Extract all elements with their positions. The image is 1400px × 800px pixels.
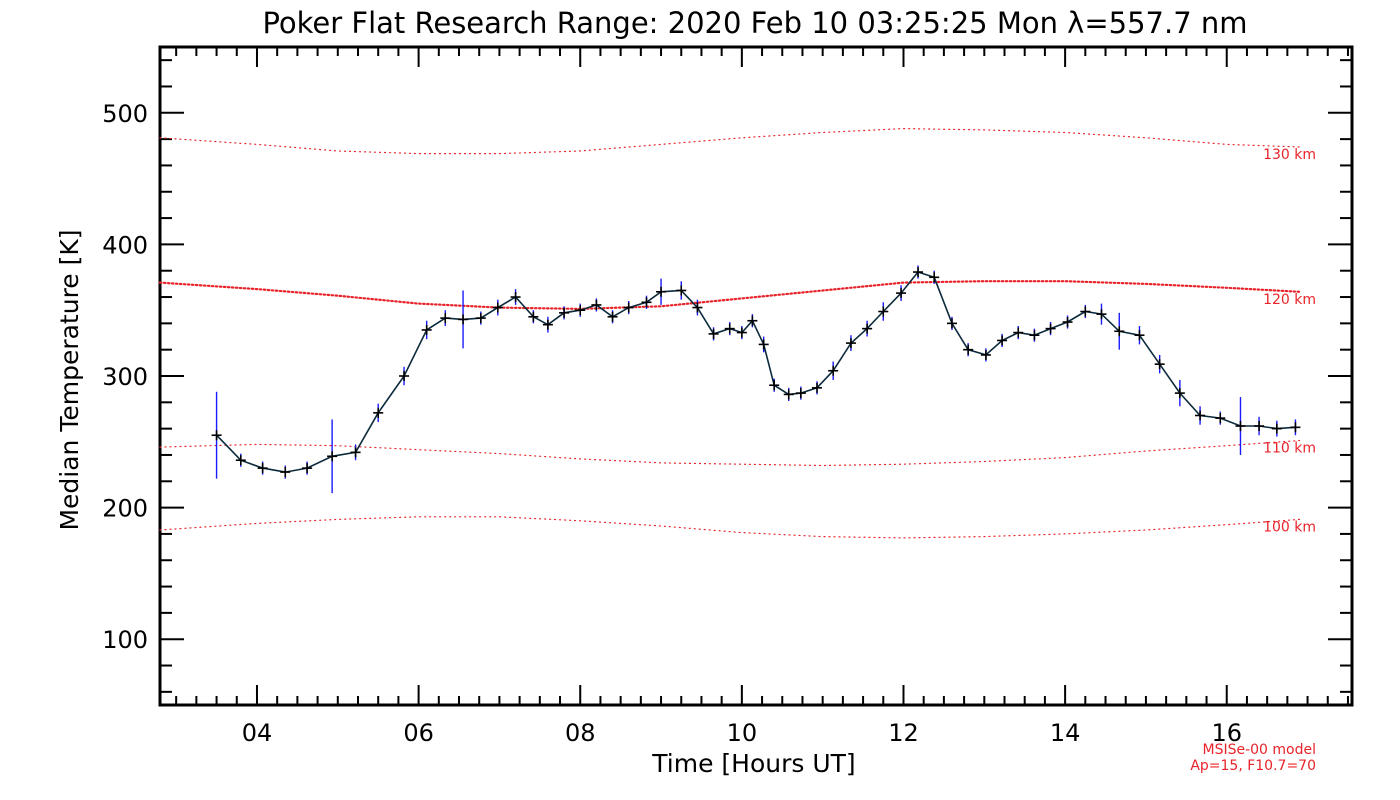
- x-tick-label: 16: [1211, 719, 1242, 747]
- data-point: [475, 313, 486, 324]
- data-point: [878, 306, 889, 317]
- model-curve-label: 100 km: [1263, 519, 1316, 535]
- data-point: [591, 299, 602, 310]
- data-point: [980, 349, 991, 360]
- data-point: [1029, 330, 1040, 341]
- data-point: [373, 407, 384, 418]
- data-point: [327, 451, 338, 462]
- data-point: [440, 313, 451, 324]
- data-point: [1114, 326, 1125, 337]
- data-point: [1045, 323, 1056, 334]
- data-point: [769, 380, 780, 391]
- x-tick-label: 04: [242, 719, 273, 747]
- y-tick-label: 400: [102, 231, 148, 259]
- data-point: [1134, 330, 1145, 341]
- data-point: [812, 382, 823, 393]
- data-point: [708, 328, 719, 339]
- data-point: [997, 335, 1008, 346]
- data-point: [280, 467, 291, 478]
- data-point: [542, 319, 553, 330]
- data-point: [692, 302, 703, 313]
- data-point: [575, 305, 586, 316]
- data-points: [211, 267, 1301, 478]
- chart-title: Poker Flat Research Range: 2020 Feb 10 0…: [262, 6, 1247, 40]
- data-point: [656, 286, 667, 297]
- data-point: [736, 327, 747, 338]
- plot-frame: [158, 45, 1354, 707]
- data-point: [1080, 306, 1091, 317]
- data-point: [913, 267, 924, 278]
- data-point: [896, 288, 907, 299]
- model-labels: 130 km 120 km 110 km 100 km: [1263, 147, 1316, 535]
- model-curve: [158, 280, 1301, 311]
- data-point: [963, 344, 974, 355]
- data-point: [1195, 410, 1206, 421]
- data-point: [1290, 422, 1301, 433]
- data-point: [257, 463, 268, 474]
- temperature-series-line: [216, 271, 1296, 473]
- model-curve-label: 120 km: [1263, 292, 1316, 308]
- data-point: [510, 292, 521, 303]
- data-point: [211, 430, 222, 441]
- plot-border: [158, 45, 1354, 707]
- data-point: [929, 272, 940, 283]
- data-point: [828, 365, 839, 376]
- x-tick-label: 10: [727, 719, 758, 747]
- data-point: [1174, 388, 1185, 399]
- data-point: [302, 463, 313, 474]
- data-point: [747, 315, 758, 326]
- data-point: [421, 324, 432, 335]
- x-tick-label: 08: [565, 719, 596, 747]
- y-tick-label: 500: [102, 100, 148, 128]
- x-tick-label: 06: [403, 719, 434, 747]
- x-tick-label: 14: [1050, 719, 1081, 747]
- data-point: [676, 285, 687, 296]
- data-point: [724, 323, 735, 334]
- model-curves: [158, 127, 1301, 539]
- data-point: [783, 389, 794, 400]
- x-axis-label: Time [Hours UT]: [651, 749, 855, 778]
- data-point: [1013, 327, 1024, 338]
- x-tick-label: 12: [888, 719, 919, 747]
- data-point: [845, 338, 856, 349]
- model-curve: [159, 516, 1301, 539]
- data-point: [1235, 421, 1246, 432]
- data-point: [1096, 309, 1107, 320]
- model-note-params: Ap=15, F10.7=70: [1190, 758, 1316, 774]
- y-tick-label: 300: [102, 363, 148, 391]
- model-curve: [159, 127, 1301, 155]
- data-point: [458, 314, 469, 325]
- data-point: [235, 455, 246, 466]
- y-tick-label: 200: [102, 495, 148, 523]
- data-point: [1062, 317, 1073, 328]
- data-point: [946, 318, 957, 329]
- data-point: [528, 311, 539, 322]
- model-curve-label: 110 km: [1263, 440, 1316, 456]
- data-point: [623, 302, 634, 313]
- data-point: [1271, 423, 1282, 434]
- data-point: [350, 447, 361, 458]
- data-point: [862, 323, 873, 334]
- data-line: [216, 271, 1296, 473]
- data-point: [1254, 421, 1265, 432]
- model-note-name: MSISe-00 model: [1202, 742, 1316, 758]
- data-point: [795, 388, 806, 399]
- data-point: [1215, 413, 1226, 424]
- data-point: [607, 311, 618, 322]
- model-curve-label: 130 km: [1263, 147, 1316, 163]
- data-point: [399, 371, 410, 381]
- data-point: [758, 339, 769, 350]
- y-tick-label: 100: [102, 626, 148, 654]
- data-point: [559, 307, 570, 318]
- data-point: [492, 302, 503, 313]
- y-axis-label: Median Temperature [K]: [55, 229, 84, 530]
- model-curve: [159, 439, 1301, 467]
- axis-ticks: 04 06 08 10 12 14 16 100 200 300 400 500: [102, 47, 1352, 747]
- data-point: [641, 297, 652, 308]
- data-point: [1154, 359, 1165, 370]
